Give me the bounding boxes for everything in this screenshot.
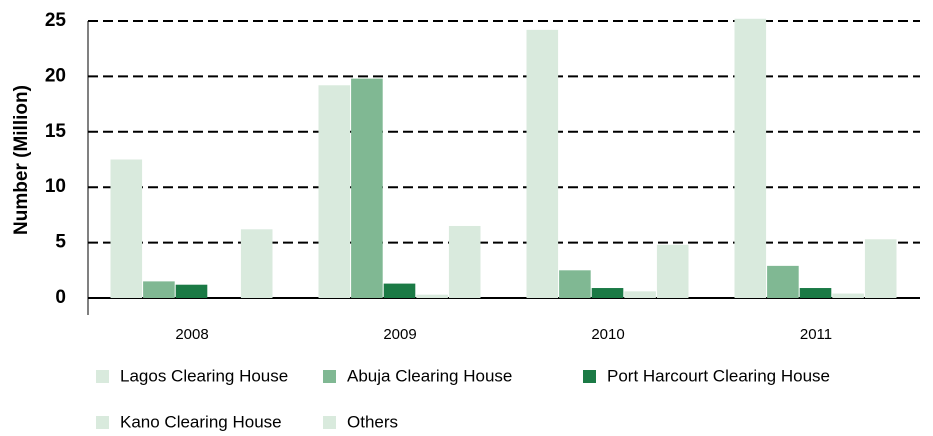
bar bbox=[767, 265, 799, 298]
bar bbox=[416, 294, 448, 298]
y-tick-label: 5 bbox=[55, 232, 66, 253]
bar bbox=[799, 288, 832, 298]
bar bbox=[624, 291, 656, 298]
y-tick-label: 10 bbox=[45, 176, 66, 197]
legend-swatch bbox=[583, 370, 596, 383]
bar bbox=[143, 281, 175, 298]
bar bbox=[591, 288, 624, 298]
bar bbox=[832, 293, 864, 298]
legend-label: Others bbox=[347, 412, 398, 431]
legend-label: Abuja Clearing House bbox=[347, 366, 512, 385]
bar bbox=[526, 29, 559, 298]
y-tick-label: 15 bbox=[45, 121, 67, 142]
x-tick-label: 2008 bbox=[175, 326, 208, 343]
bar bbox=[383, 283, 416, 298]
x-tick-label: 2011 bbox=[800, 326, 832, 343]
y-tick-label: 25 bbox=[45, 10, 67, 31]
x-tick-label: 2009 bbox=[383, 326, 416, 343]
bar bbox=[110, 159, 143, 298]
y-tick-label: 0 bbox=[55, 287, 66, 308]
bar bbox=[240, 229, 273, 298]
bar bbox=[175, 284, 208, 298]
bar bbox=[448, 225, 481, 298]
y-tick-label: 20 bbox=[45, 65, 66, 86]
bar bbox=[351, 78, 383, 298]
legend-label: Port Harcourt Clearing House bbox=[607, 366, 830, 385]
legend-label: Lagos Clearing House bbox=[120, 366, 288, 385]
bar bbox=[734, 18, 767, 299]
legend-swatch bbox=[323, 416, 336, 429]
legend-swatch bbox=[96, 370, 109, 383]
legend-label: Kano Clearing House bbox=[120, 412, 282, 431]
bar bbox=[318, 85, 351, 298]
bar bbox=[864, 239, 897, 298]
legend-swatch bbox=[323, 370, 336, 383]
y-axis-label: Number (Million) bbox=[11, 85, 32, 235]
bar bbox=[656, 244, 689, 298]
legend-swatch bbox=[96, 416, 109, 429]
x-tick-label: 2010 bbox=[591, 326, 624, 343]
bar bbox=[559, 270, 591, 298]
